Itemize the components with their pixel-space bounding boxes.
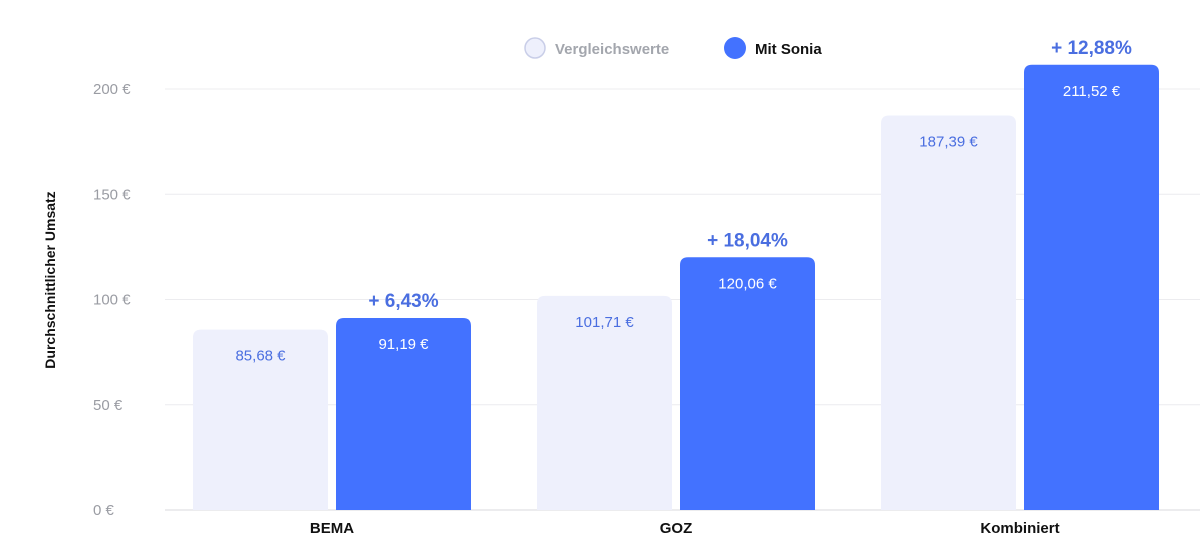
bar	[336, 318, 471, 510]
x-tick-label: GOZ	[660, 520, 693, 537]
bar	[537, 295, 672, 510]
bar-value-label: 101,71 €	[575, 314, 634, 331]
bar	[1024, 64, 1159, 510]
y-axis-label: Durchschnittlicher Umsatz	[42, 191, 58, 368]
percent-increase-label: + 12,88%	[1051, 38, 1132, 59]
legend-swatch-vergleichswerte	[524, 37, 546, 59]
bar	[881, 115, 1016, 510]
bar-value-label: 85,68 €	[235, 348, 286, 365]
y-tick-label: 0 €	[93, 502, 115, 519]
bar-value-label: 91,19 €	[378, 336, 429, 353]
legend-swatch-mit-sonia	[724, 37, 746, 59]
bar-value-label: 120,06 €	[718, 275, 777, 292]
bar	[193, 329, 328, 510]
legend-label: Vergleichswerte	[555, 41, 669, 58]
y-tick-label: 200 €	[93, 81, 131, 98]
bar-value-label: 211,52 €	[1063, 83, 1121, 100]
bar-value-label: 187,39 €	[919, 134, 978, 151]
bar	[680, 257, 815, 510]
x-tick-label: BEMA	[310, 520, 354, 537]
x-tick-label: Kombiniert	[980, 520, 1059, 537]
legend-label: Mit Sonia	[755, 41, 822, 58]
percent-increase-label: + 18,04%	[707, 230, 788, 251]
percent-increase-label: + 6,43%	[368, 291, 438, 312]
y-tick-label: 100 €	[93, 292, 131, 309]
y-tick-label: 50 €	[93, 397, 123, 414]
y-tick-label: 150 €	[93, 186, 131, 203]
